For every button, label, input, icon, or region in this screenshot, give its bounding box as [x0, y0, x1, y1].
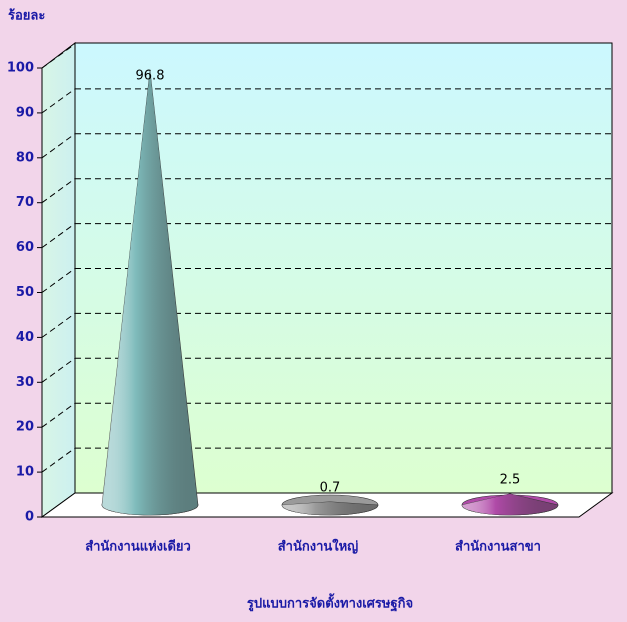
grid-line: [41, 312, 76, 338]
grid-line: [41, 88, 76, 114]
grid-line: [41, 268, 76, 293]
grid-line: [41, 178, 76, 204]
grid-line: [41, 357, 76, 383]
grid-line: [41, 402, 76, 428]
x-tick-label: สำนักงานสาขา: [455, 539, 541, 555]
x-axis-title: รูปแบบการจัดตั้งทางเศรษฐกิจ: [247, 593, 413, 613]
y-tick-label: 30: [16, 375, 34, 390]
x-tick-label: สำนักงานแห่งเดียว: [85, 539, 191, 555]
x-tick-label: สำนักงานใหญ่: [278, 538, 359, 555]
y-tick-label: 10: [16, 465, 34, 480]
value-label: 96.8: [136, 69, 165, 84]
value-label: 0.7: [320, 480, 341, 495]
cone-shade: [102, 70, 198, 516]
y-tick-label: 80: [16, 150, 34, 165]
y-tick-label: 0: [25, 510, 34, 525]
grid-line: [41, 447, 76, 473]
grid-line: [41, 133, 76, 159]
grid-line: [41, 223, 76, 249]
cone-shade: [282, 501, 378, 515]
y-tick-label: 100: [7, 61, 34, 76]
value-label: 2.5: [500, 472, 521, 487]
y-tick-label: 90: [16, 105, 34, 120]
cone-shade: [462, 493, 558, 515]
y-tick-label: 70: [16, 195, 34, 210]
y-tick-label: 20: [16, 420, 34, 435]
y-tick-label: 60: [16, 240, 34, 255]
y-tick-label: 40: [16, 330, 34, 345]
y-tick-label: 50: [16, 285, 34, 300]
y-axis-title: ร้อยละ: [8, 8, 45, 24]
grid-line: [41, 43, 76, 69]
